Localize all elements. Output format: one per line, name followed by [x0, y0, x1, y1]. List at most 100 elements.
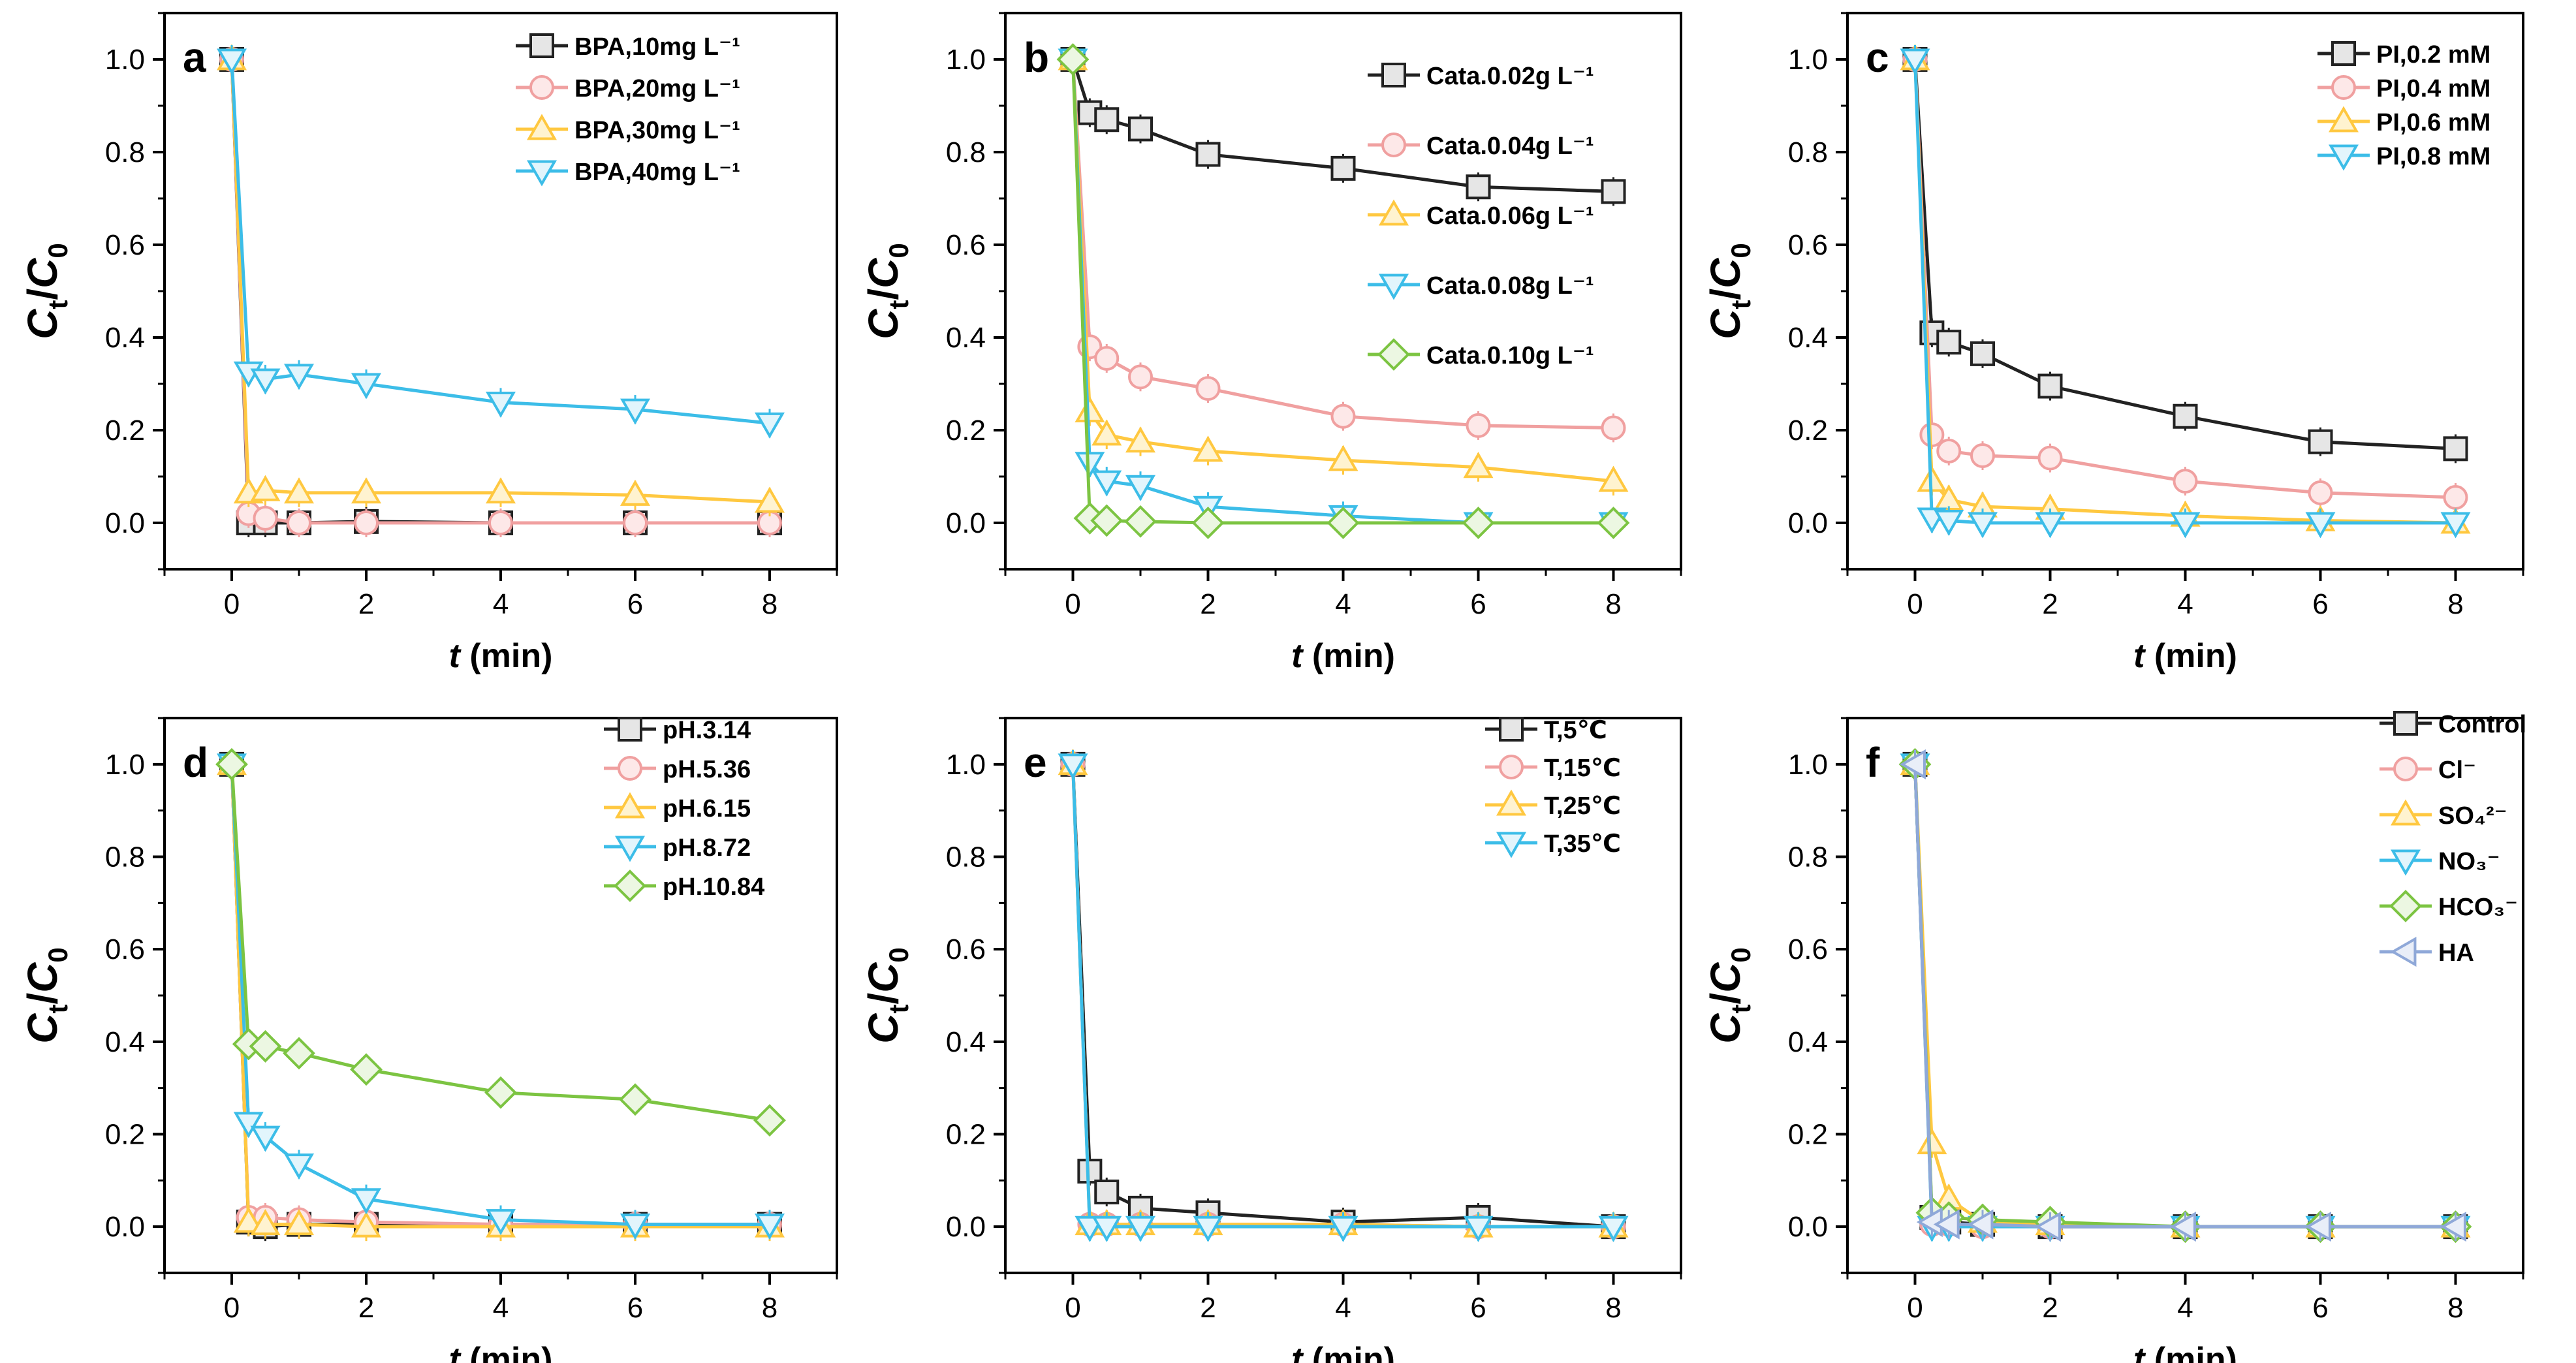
legend-label: BPA,40mg L⁻¹	[574, 159, 740, 186]
data-point	[2305, 512, 2336, 539]
legend-marker	[2331, 75, 2356, 100]
y-tick-label: 0.6	[1788, 933, 1828, 965]
data-point	[484, 1076, 517, 1109]
y-axis-subscript: t	[883, 1005, 914, 1014]
legend-marker	[1377, 338, 1410, 371]
data-point	[620, 1214, 651, 1240]
data-point	[1128, 116, 1153, 142]
data-point	[1970, 443, 1995, 469]
legend-entry: Cata.0.04g L⁻¹	[1368, 133, 1594, 160]
legend-marker	[2393, 757, 2418, 781]
data-point	[619, 1083, 652, 1116]
data-point	[283, 477, 315, 504]
y-axis-label: Ct/C0	[1702, 243, 1756, 339]
legend-label: pH.3.14	[663, 717, 751, 744]
x-tick-label: 0	[1065, 588, 1080, 620]
data-point	[1328, 445, 1359, 471]
x-tick-label: 4	[1335, 588, 1351, 620]
data-point	[283, 1037, 315, 1070]
x-tick-label: 0	[1907, 1292, 1923, 1324]
data-point	[2440, 1212, 2466, 1242]
series-line	[230, 59, 770, 425]
legend-entry: Cata.0.02g L⁻¹	[1368, 63, 1594, 90]
x-tick-label: 4	[493, 588, 509, 620]
y-axis-label-text: C	[1702, 258, 1749, 289]
legend-entry: T,35℃	[1485, 830, 1621, 858]
data-point	[620, 479, 651, 506]
data-point	[249, 1029, 282, 1063]
series-0	[1060, 749, 1626, 1242]
y-axis-subscript: 0	[42, 243, 73, 258]
y-axis-subscript: t	[1725, 300, 1756, 309]
data-point	[216, 48, 247, 75]
legend-label: BPA,10mg L⁻¹	[574, 33, 740, 61]
y-tick-label: 0.6	[946, 229, 986, 261]
y-tick-label: 0.6	[946, 933, 986, 965]
data-point	[1075, 396, 1105, 423]
y-tick-label: 0.6	[105, 933, 145, 965]
series-1	[1902, 45, 2468, 512]
y-axis-slash: /	[1702, 289, 1749, 300]
x-tick-label: 4	[2177, 1292, 2193, 1324]
x-axis-unit: (min)	[2144, 637, 2237, 675]
y-axis-label-text: C	[1702, 309, 1749, 339]
x-tick-label: 4	[2177, 588, 2193, 620]
data-point	[1128, 364, 1153, 390]
legend-entry: pH.10.84	[604, 870, 764, 902]
y-tick-label: 0.2	[105, 415, 145, 446]
data-point	[250, 1209, 281, 1236]
x-axis-variable: t	[1291, 1341, 1304, 1363]
legend-marker	[2331, 41, 2356, 66]
data-point	[1191, 507, 1225, 539]
data-point	[1463, 1215, 1494, 1242]
legend-label: Control	[2438, 711, 2526, 738]
legend-entry: Cl⁻	[2380, 757, 2476, 784]
y-axis-subscript: t	[883, 300, 914, 309]
legend-label: pH.5.36	[663, 756, 751, 783]
data-point	[2440, 512, 2471, 539]
x-axis-variable: t	[1291, 637, 1304, 675]
y-tick-label: 0.2	[1788, 415, 1828, 446]
y-axis-label-text: C	[19, 309, 66, 339]
y-tick-label: 0.6	[1788, 229, 1828, 261]
legend-label: Cata.0.10g L⁻¹	[1426, 342, 1594, 369]
data-point	[1092, 1215, 1122, 1242]
data-point	[233, 1112, 264, 1138]
legend-entry: PI,0.8 mM	[2317, 143, 2490, 171]
data-point	[1056, 43, 1090, 76]
y-tick-label: 0.8	[1788, 841, 1828, 873]
data-point	[2037, 445, 2063, 471]
y-axis-label-text: C	[19, 962, 66, 993]
y-tick-label: 1.0	[105, 749, 145, 781]
y-axis-label-text: C	[19, 1013, 66, 1044]
data-point	[253, 505, 278, 531]
y-axis-subscript: 0	[883, 243, 914, 258]
legend-entry: pH.3.14	[604, 717, 751, 744]
series-3	[216, 45, 785, 439]
legend-marker	[618, 717, 642, 742]
data-point	[2443, 436, 2468, 462]
legend-label: pH.8.72	[663, 834, 751, 862]
legend-label: Cata.0.08g L⁻¹	[1426, 272, 1594, 300]
y-tick-label: 0.4	[946, 1026, 986, 1058]
series-line	[1071, 764, 1614, 1229]
x-tick-label: 2	[358, 1292, 374, 1324]
data-point	[1330, 403, 1356, 429]
data-point	[351, 1188, 382, 1215]
y-tick-label: 0.6	[105, 229, 145, 261]
legend-marker	[1378, 199, 1409, 226]
data-point	[1900, 48, 1930, 75]
x-axis-unit: (min)	[460, 637, 553, 675]
y-tick-label: 0.4	[105, 1026, 145, 1058]
x-tick-label: 0	[1907, 588, 1923, 620]
data-point	[1125, 426, 1156, 453]
data-point	[485, 1209, 516, 1236]
legend-entry: pH.6.15	[604, 792, 751, 822]
x-tick-label: 6	[1470, 588, 1486, 620]
legend-label: HA	[2438, 939, 2474, 967]
data-point	[250, 475, 281, 501]
series-line	[1913, 764, 2456, 1229]
y-axis-label: Ct/C0	[19, 947, 73, 1044]
legend-marker	[1496, 832, 1527, 858]
